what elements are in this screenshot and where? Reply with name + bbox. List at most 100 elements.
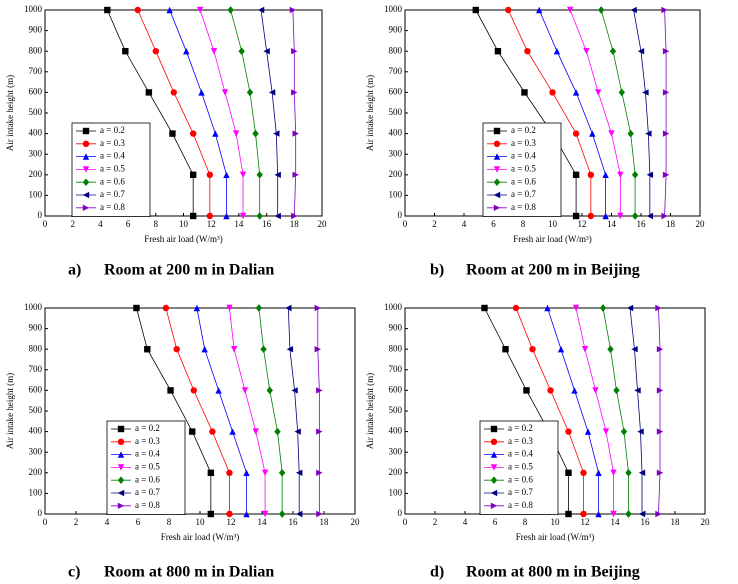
data-point — [122, 48, 129, 55]
x-axis-label: Fresh air load (W/m³) — [161, 532, 239, 542]
data-point — [637, 48, 645, 55]
data-point — [274, 427, 281, 436]
x-tick-label: 4 — [105, 517, 110, 527]
series-line — [169, 9, 227, 216]
data-point — [243, 469, 250, 476]
x-tick-label: 14 — [607, 219, 617, 229]
data-point — [241, 387, 249, 394]
legend-marker — [493, 204, 501, 211]
series-line — [484, 307, 569, 514]
legend-label: a = 0.7 — [511, 189, 536, 199]
data-point — [189, 428, 196, 435]
x-tick-label: 16 — [641, 517, 651, 527]
data-point — [529, 346, 536, 353]
data-point — [207, 510, 215, 518]
data-point — [661, 212, 668, 220]
data-point — [584, 428, 592, 435]
y-tick-label: 200 — [389, 169, 403, 179]
y-tick-label: 300 — [389, 446, 403, 456]
series-line — [137, 9, 211, 216]
data-point — [223, 171, 230, 178]
y-tick-label: 600 — [389, 86, 403, 96]
x-tick-label: 2 — [74, 517, 79, 527]
legend-label: a = 0.2 — [511, 125, 536, 135]
data-point — [494, 48, 502, 55]
x-tick-label: 8 — [167, 517, 172, 527]
legend-label: a = 0.7 — [508, 487, 533, 497]
legend-marker — [493, 140, 501, 147]
legend-marker — [117, 489, 125, 497]
data-point — [597, 6, 605, 14]
y-tick-label: 800 — [389, 343, 403, 353]
data-point — [206, 171, 214, 178]
y-tick-label: 600 — [29, 86, 43, 96]
data-point — [617, 212, 624, 220]
data-point — [481, 304, 488, 312]
series-line — [633, 9, 651, 216]
legend-label: a = 0.4 — [511, 151, 536, 161]
series-line — [317, 308, 320, 514]
series-line — [165, 307, 230, 514]
legend-marker — [82, 178, 90, 187]
series-line — [199, 9, 244, 216]
data-point — [226, 469, 233, 476]
data-point — [226, 510, 233, 518]
series-line — [602, 307, 629, 514]
caption-title: Room at 200 m in Beijing — [466, 262, 640, 279]
y-tick-label: 900 — [389, 323, 403, 333]
x-tick-label: 14 — [258, 517, 268, 527]
data-point — [656, 469, 664, 476]
x-tick-label: 20 — [701, 517, 711, 527]
legend-marker — [490, 438, 498, 445]
data-point — [144, 346, 151, 353]
y-tick-label: 400 — [389, 128, 403, 138]
data-point — [212, 130, 219, 137]
data-point — [662, 48, 670, 55]
data-point — [189, 130, 197, 137]
data-point — [291, 387, 298, 394]
y-tick-label: 500 — [29, 405, 43, 415]
caption-label: d) — [430, 564, 444, 581]
series-line — [600, 9, 636, 216]
legend-label: a = 0.5 — [135, 461, 160, 471]
data-point — [134, 6, 141, 14]
x-tick-label: 2 — [432, 219, 437, 229]
y-axis-label: Air intake height (m) — [365, 75, 375, 151]
series-line — [292, 9, 297, 217]
legend-label: a = 0.6 — [511, 176, 536, 186]
y-tick-label: 100 — [29, 487, 43, 497]
y-tick-label: 0 — [398, 210, 403, 220]
legend-label: a = 0.4 — [100, 151, 125, 161]
data-point — [631, 212, 639, 220]
x-tick-label: 18 — [666, 219, 676, 229]
x-tick-label: 4 — [98, 219, 103, 229]
data-point — [252, 129, 259, 138]
legend-marker — [82, 153, 90, 160]
x-tick-label: 20 — [318, 219, 328, 229]
legend-marker — [82, 127, 90, 135]
data-point — [246, 88, 254, 97]
series-line — [230, 9, 261, 216]
data-point — [261, 510, 269, 518]
data-point — [256, 170, 263, 179]
data-point — [263, 48, 270, 55]
legend-label: a = 0.8 — [508, 500, 533, 510]
x-tick-label: 14 — [234, 219, 244, 229]
y-tick-label: 300 — [389, 148, 403, 158]
data-point — [502, 346, 509, 353]
data-point — [292, 171, 299, 178]
legend-marker — [493, 178, 501, 187]
data-point — [260, 345, 267, 354]
legend-label: a = 0.5 — [511, 163, 536, 173]
legend-marker — [490, 451, 498, 458]
data-point — [549, 89, 556, 96]
data-point — [637, 428, 644, 435]
data-point — [572, 212, 580, 220]
data-point — [173, 346, 180, 353]
x-tick-label: 4 — [463, 517, 468, 527]
data-point — [289, 6, 297, 14]
y-axis-label: Air intake height (m) — [5, 373, 15, 449]
y-tick-label: 1000 — [24, 302, 43, 312]
data-point — [243, 510, 250, 518]
